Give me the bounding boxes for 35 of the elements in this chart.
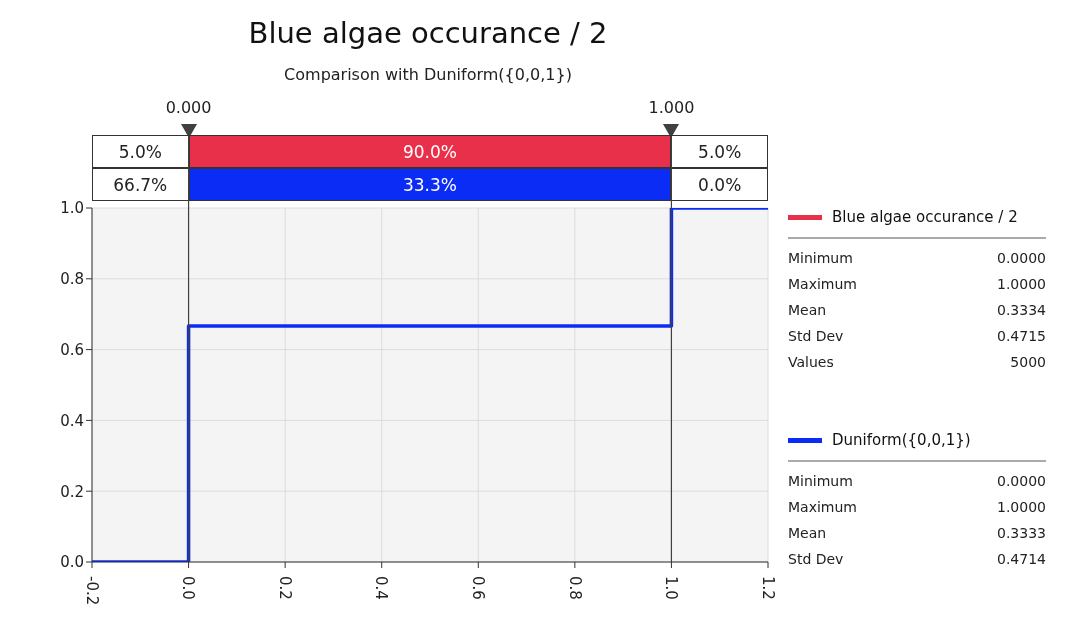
text: Mean 0.3334 bbox=[788, 302, 1046, 318]
text: Minimum 0.0000 bbox=[788, 250, 1046, 266]
ref-line-label: 0.000 bbox=[164, 98, 213, 117]
y-tick-label: 0.6 bbox=[60, 340, 84, 359]
text: Maximum 1.0000 bbox=[788, 276, 1046, 292]
y-tick-label: 0.0 bbox=[60, 553, 84, 572]
text: 33.3% bbox=[188, 168, 672, 201]
text: 5.0% bbox=[671, 135, 768, 168]
x-tick-label: 0.6 bbox=[469, 576, 488, 600]
x-tick-label: 0.8 bbox=[565, 576, 584, 600]
text: 5.0% bbox=[92, 135, 189, 168]
legend-label: Blue algae occurance / 2 bbox=[832, 208, 1018, 226]
text: Maximum 1.0000 bbox=[788, 499, 1046, 515]
text: 0.0% bbox=[671, 168, 768, 201]
x-tick-label: 0.2 bbox=[275, 576, 294, 600]
text: 90.0% bbox=[188, 135, 672, 168]
text: Minimum 0.0000 bbox=[788, 473, 1046, 489]
text: Std Dev 0.4714 bbox=[788, 551, 1046, 567]
y-tick-label: 0.2 bbox=[60, 482, 84, 501]
text: 66.7% bbox=[92, 168, 189, 201]
legend-label: Duniform({0,0,1}) bbox=[832, 431, 971, 449]
x-tick-label: 0.4 bbox=[372, 576, 391, 600]
text: Values 5000 bbox=[788, 354, 1046, 370]
x-tick-label: 1.2 bbox=[758, 576, 777, 600]
x-tick-label: -0.2 bbox=[82, 576, 101, 606]
y-tick-label: 0.4 bbox=[60, 411, 84, 430]
chart-subtitle: Comparison with Duniform({0,0,1}) bbox=[283, 65, 573, 84]
text: Std Dev 0.4715 bbox=[788, 328, 1046, 344]
x-tick-label: 0.0 bbox=[179, 576, 198, 600]
text: Mean 0.3333 bbox=[788, 525, 1046, 541]
y-tick-label: 0.8 bbox=[60, 270, 84, 289]
y-tick-label: 1.0 bbox=[60, 199, 84, 218]
chart-title: Blue algae occurance / 2 bbox=[247, 16, 609, 50]
x-tick-label: 1.0 bbox=[662, 576, 681, 600]
ref-line-label: 1.000 bbox=[647, 98, 696, 117]
